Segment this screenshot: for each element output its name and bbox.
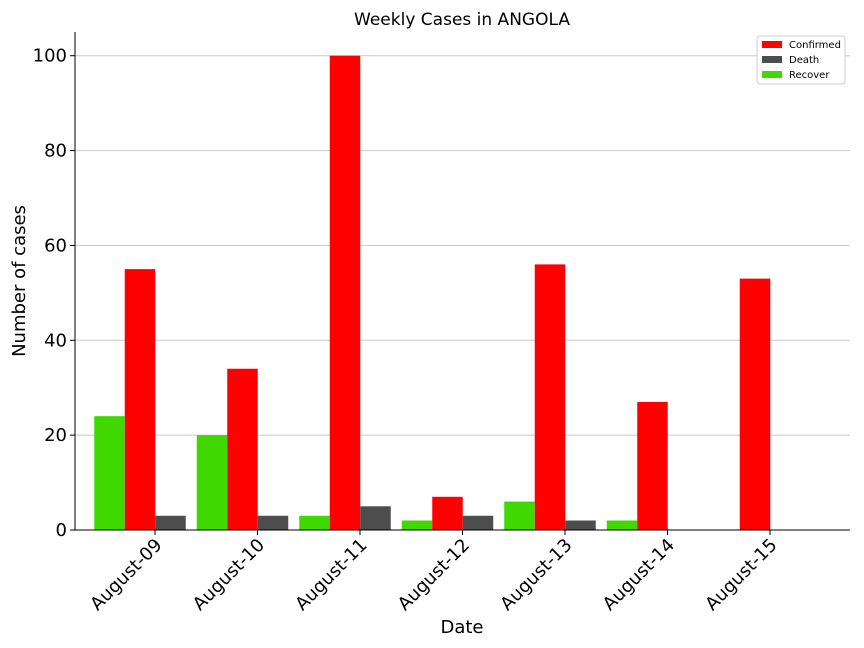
bar-recover-august-14 xyxy=(606,520,638,530)
y-tick-label: 60 xyxy=(44,235,67,256)
bar-confirmed-august-12 xyxy=(432,496,463,530)
legend: Confirmed Death Recover xyxy=(756,35,846,85)
y-tick-labels: 0 20 40 60 80 100 xyxy=(33,46,75,541)
chart-title: Weekly Cases in ANGOLA xyxy=(354,10,570,30)
bar-death-august-09 xyxy=(155,515,186,530)
y-tick-label: 100 xyxy=(33,46,67,67)
bar-death-august-12 xyxy=(462,515,494,530)
y-tick-label: 0 xyxy=(56,520,67,541)
x-axis-label: Date xyxy=(440,617,483,638)
bar-confirmed-august-10 xyxy=(227,368,258,530)
y-tick-label: 80 xyxy=(44,141,67,162)
x-tick-label: August-10 xyxy=(189,535,269,615)
x-tick-label: August-14 xyxy=(599,535,679,615)
bar-death-august-11 xyxy=(360,506,391,530)
bar-recover-august-13 xyxy=(504,501,535,530)
legend-swatch-recover xyxy=(762,71,782,78)
x-tick-label: August-11 xyxy=(291,535,371,615)
x-tick-label: August-09 xyxy=(86,535,166,615)
bar-confirmed-august-11 xyxy=(329,55,361,530)
x-tick-label: August-13 xyxy=(496,535,576,615)
legend-swatch-confirmed xyxy=(762,41,782,48)
bar-recover-august-12 xyxy=(401,520,433,530)
bar-death-august-10 xyxy=(257,515,289,530)
bar-death-august-13 xyxy=(565,520,596,530)
legend-label-confirmed: Confirmed xyxy=(789,40,841,51)
bar-recover-august-10 xyxy=(196,435,228,530)
legend-swatch-death xyxy=(762,56,782,63)
bar-confirmed-august-09 xyxy=(124,269,156,530)
bar-confirmed-august-15 xyxy=(739,278,771,530)
y-tick-label: 40 xyxy=(44,330,67,351)
bars xyxy=(94,55,771,530)
gridlines xyxy=(75,55,850,436)
legend-label-death: Death xyxy=(789,55,819,66)
x-tick-label: August-12 xyxy=(394,535,474,615)
x-tick-label: August-15 xyxy=(701,535,781,615)
y-tick-label: 20 xyxy=(44,425,67,446)
y-axis-label: Number of cases xyxy=(9,205,30,357)
x-tick-labels: August-09 August-10 August-11 August-12 Augu… xyxy=(86,530,782,615)
axes xyxy=(74,32,850,531)
bar-recover-august-11 xyxy=(299,515,330,530)
bar-confirmed-august-14 xyxy=(637,401,668,530)
bar-recover-august-09 xyxy=(94,416,125,530)
bar-confirmed-august-13 xyxy=(534,264,566,530)
legend-label-recover: Recover xyxy=(789,70,830,81)
